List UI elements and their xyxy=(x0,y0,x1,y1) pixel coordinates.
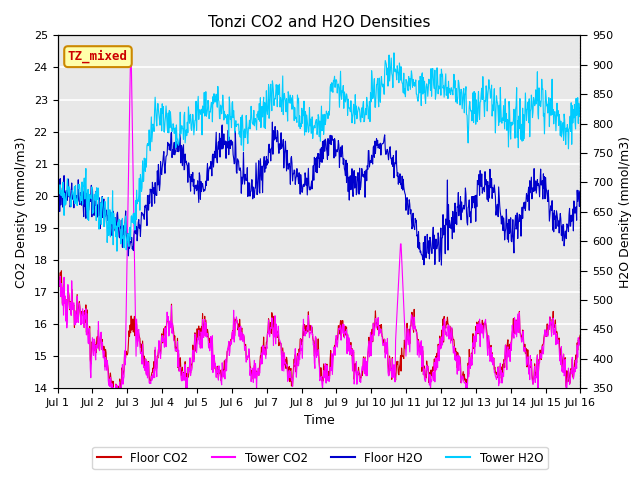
Tower H2O xyxy=(151,95,159,100)
Tower H2O xyxy=(362,112,370,118)
Tower H2O xyxy=(271,96,279,102)
Tower CO2 xyxy=(560,351,568,357)
Line: Floor H2O: Floor H2O xyxy=(58,122,580,265)
Floor CO2 xyxy=(552,317,559,323)
Floor H2O xyxy=(271,124,279,130)
Floor H2O xyxy=(577,194,584,200)
Tower CO2 xyxy=(272,341,280,347)
Legend: Floor CO2, Tower CO2, Floor H2O, Tower H2O: Floor CO2, Tower CO2, Floor H2O, Tower H… xyxy=(92,447,548,469)
Floor H2O xyxy=(362,167,370,173)
Tower CO2 xyxy=(54,277,61,283)
Line: Floor CO2: Floor CO2 xyxy=(58,270,580,406)
Tower CO2 xyxy=(79,306,86,312)
Tower H2O xyxy=(577,104,584,109)
Tower H2O xyxy=(552,113,559,119)
Floor H2O xyxy=(269,119,276,125)
Floor H2O xyxy=(54,190,61,196)
Floor CO2 xyxy=(79,312,87,318)
Floor CO2 xyxy=(577,332,584,337)
Tower CO2 xyxy=(109,412,116,418)
Tower H2O xyxy=(79,202,86,207)
Tower H2O xyxy=(113,248,121,254)
Floor H2O xyxy=(560,223,568,228)
Floor CO2 xyxy=(54,273,61,279)
Tower H2O xyxy=(390,50,398,56)
Y-axis label: H2O Density (mmol/m3): H2O Density (mmol/m3) xyxy=(619,136,632,288)
Y-axis label: CO2 Density (mmol/m3): CO2 Density (mmol/m3) xyxy=(15,136,28,288)
Tower CO2 xyxy=(127,48,134,54)
Tower CO2 xyxy=(363,359,371,364)
Tower CO2 xyxy=(552,322,559,327)
Floor CO2 xyxy=(560,351,568,357)
Floor CO2 xyxy=(272,335,280,341)
Tower H2O xyxy=(54,178,61,184)
Tower H2O xyxy=(560,137,568,143)
Line: Tower CO2: Tower CO2 xyxy=(58,51,580,415)
Floor H2O xyxy=(151,200,159,206)
Floor H2O xyxy=(79,184,86,190)
Tower CO2 xyxy=(152,357,159,362)
Title: Tonzi CO2 and H2O Densities: Tonzi CO2 and H2O Densities xyxy=(208,15,430,30)
Floor H2O xyxy=(438,262,445,268)
Text: TZ_mixed: TZ_mixed xyxy=(68,50,128,63)
Floor CO2 xyxy=(152,359,159,364)
Floor CO2 xyxy=(54,267,62,273)
X-axis label: Time: Time xyxy=(303,414,334,427)
Floor CO2 xyxy=(109,403,116,408)
Line: Tower H2O: Tower H2O xyxy=(58,53,580,251)
Floor CO2 xyxy=(363,361,371,367)
Tower CO2 xyxy=(577,334,584,340)
Floor H2O xyxy=(552,213,559,219)
